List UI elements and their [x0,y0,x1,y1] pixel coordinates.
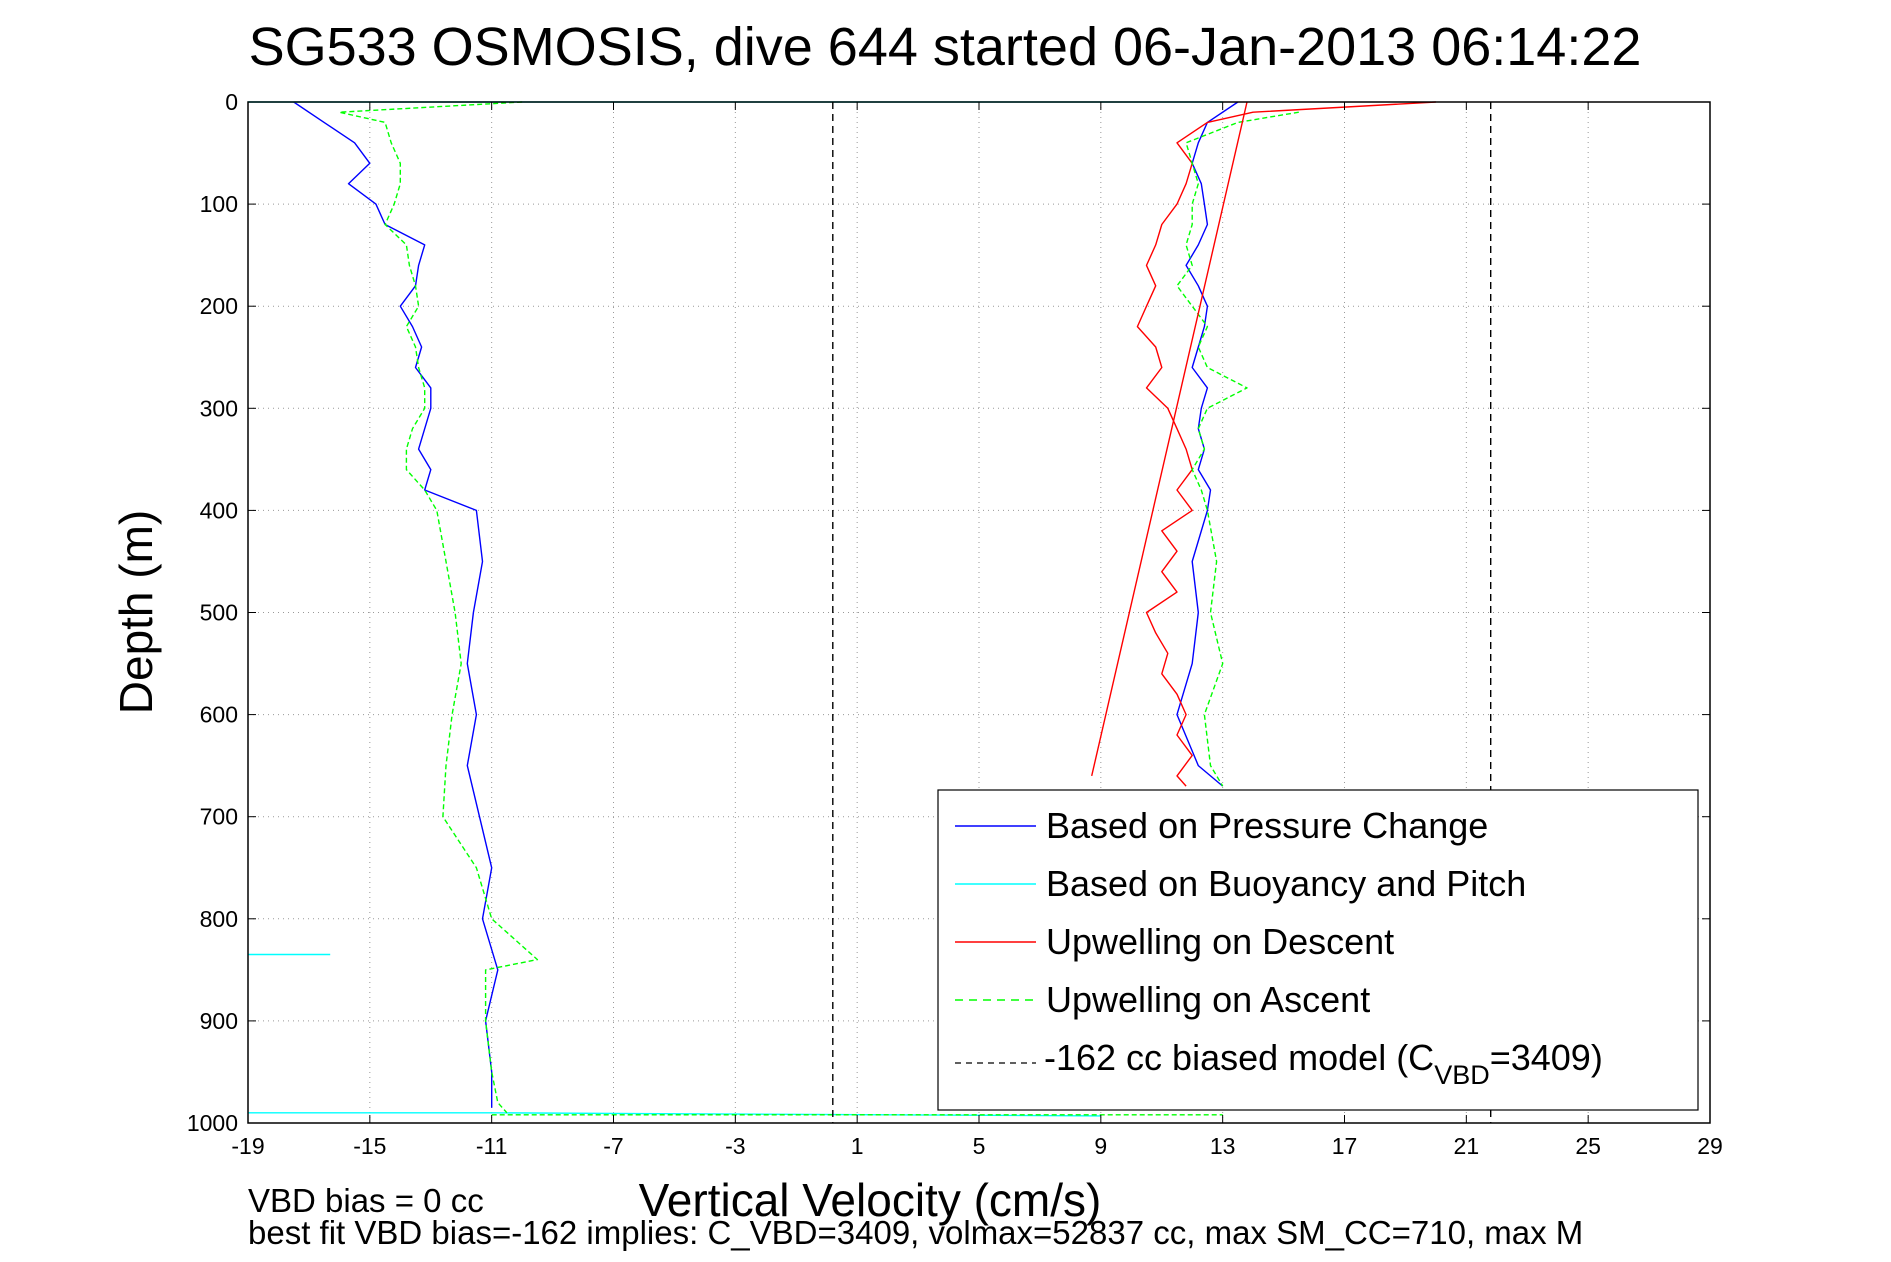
legend-label-buoyancy: Based on Buoyancy and Pitch [1046,863,1526,904]
x-tick-label: -11 [476,1133,508,1159]
series-line-based-on-pressure-change [1176,101,1239,787]
y-tick-label: 100 [200,191,238,217]
x-tick-label: -15 [353,1133,386,1159]
footer-best-fit: best fit VBD bias=-162 implies: C_VBD=34… [248,1214,1583,1251]
legend-label-pressure: Based on Pressure Change [1046,805,1488,846]
legend-label-model-main: -162 cc biased model (C [1044,1037,1434,1078]
y-tick-label: 300 [200,395,238,421]
x-tick-label: 13 [1210,1133,1236,1159]
y-tick-label: 800 [200,906,238,932]
legend-label-model-sub: VBD [1434,1060,1490,1090]
series-line-upwelling-on-ascent [1176,111,1299,787]
legend: Based on Pressure Change Based on Buoyan… [937,789,1699,1111]
series-line-upwelling-on-descent [1091,101,1248,777]
axis-ticks: -19 -15 -11 -7 -3 1 5 9 13 17 21 25 29 0 100 200 300 400 5… [187,89,1723,1159]
x-tick-label: 9 [1094,1133,1107,1159]
legend-label-model-tail: =3409) [1490,1037,1603,1078]
series-line-upwelling-on-ascent [338,101,539,1114]
x-tick-label: 17 [1332,1133,1358,1159]
y-tick-label: 500 [200,600,238,626]
x-tick-label: 25 [1575,1133,1601,1159]
y-tick-label: 400 [200,497,238,523]
series-line-based-on-pressure-change [293,101,499,1108]
y-tick-label: 0 [225,89,238,115]
series-line-based-on-buoyancy-and-pitch [248,1112,1101,1117]
x-tick-label: 1 [851,1133,864,1159]
y-tick-label: 200 [200,293,238,319]
x-tick-label: -7 [603,1133,623,1159]
chart-title: SG533 OSMOSIS, dive 644 started 06-Jan-2… [249,17,1642,77]
x-tick-label: -19 [231,1133,264,1159]
x-tick-label: 29 [1697,1133,1723,1159]
legend-label-model: -162 cc biased model (CVBD=3409) [1044,1037,1603,1090]
legend-label-ascent: Upwelling on Ascent [1046,979,1370,1020]
footer-vbd-bias: VBD bias = 0 cc [248,1182,484,1219]
x-tick-label: 21 [1454,1133,1480,1159]
legend-label-descent: Upwelling on Descent [1046,921,1394,962]
series-line-upwelling-on-descent [1136,101,1436,787]
y-tick-label: 600 [200,702,238,728]
y-axis-label: Depth (m) [110,510,162,714]
x-axis-label: Vertical Velocity (cm/s) [639,1174,1102,1226]
legend-box [937,789,1699,1111]
x-tick-label: -3 [725,1133,745,1159]
x-tick-label: 5 [973,1133,986,1159]
y-tick-label: 900 [200,1008,238,1034]
y-tick-label: 700 [200,804,238,830]
y-tick-label: 1000 [187,1110,238,1136]
